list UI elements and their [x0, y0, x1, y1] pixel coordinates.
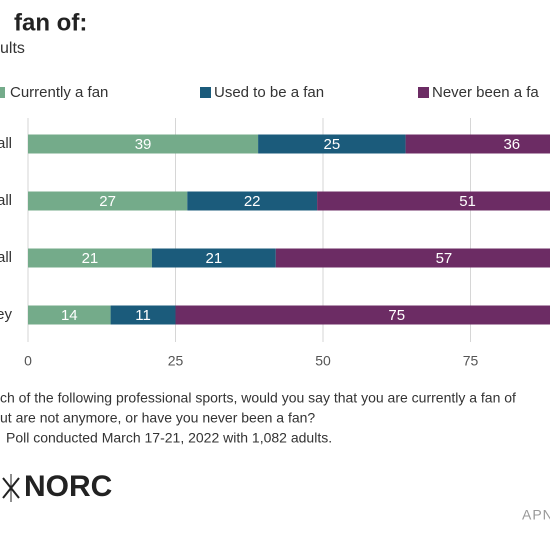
- legend-label: Never been a fa: [432, 84, 539, 101]
- logo-mark: [2, 474, 20, 502]
- y-tick-label: all: [0, 135, 12, 152]
- bar-segment: [28, 305, 111, 325]
- bar-segment: [275, 248, 550, 268]
- value-label: 36: [503, 136, 520, 153]
- logo: NORC: [24, 470, 112, 503]
- value-label: 21: [206, 250, 223, 267]
- bar-segment: [151, 248, 276, 268]
- chart-title: fan of:: [14, 9, 87, 36]
- bar-segment: [317, 191, 550, 211]
- value-label: 21: [82, 250, 99, 267]
- value-label: 51: [459, 193, 476, 210]
- bar-segment: [28, 191, 188, 211]
- value-label: 25: [324, 136, 341, 153]
- legend-swatch: [200, 87, 211, 98]
- y-tick-label: all: [0, 249, 12, 266]
- note: ut are not anymore, or have you never be…: [0, 410, 315, 426]
- bar-segment: [405, 134, 550, 154]
- note: ch of the following professional sports,…: [0, 390, 516, 406]
- value-label: 22: [244, 193, 261, 210]
- value-label: 14: [61, 307, 78, 324]
- bar-segment: [28, 134, 259, 154]
- bar-segment: [110, 305, 176, 325]
- x-tick-label: 0: [24, 353, 32, 369]
- value-label: 11: [135, 307, 151, 324]
- value-label: 39: [135, 136, 152, 153]
- bar-segment: [28, 248, 152, 268]
- bar-segment: [187, 191, 318, 211]
- x-tick-label: 25: [168, 353, 184, 369]
- y-tick-label: ey: [0, 306, 12, 323]
- value-label: 75: [388, 307, 405, 324]
- bar-segment: [175, 305, 550, 325]
- bar-segment: [258, 134, 406, 154]
- y-tick-label: all: [0, 192, 12, 209]
- legend-swatch: [418, 87, 429, 98]
- value-label: 57: [436, 250, 453, 267]
- note: Poll conducted March 17-21, 2022 with 1,…: [6, 430, 332, 446]
- legend-label: Used to be a fan: [214, 84, 324, 101]
- chart-subtitle: ults: [0, 40, 25, 57]
- x-tick-label: 50: [315, 353, 331, 369]
- x-tick-label: 75: [463, 353, 479, 369]
- value-label: 27: [99, 193, 116, 210]
- legend-label: Currently a fan: [10, 84, 108, 101]
- brand: APN: [522, 507, 550, 523]
- legend-swatch: [0, 87, 5, 98]
